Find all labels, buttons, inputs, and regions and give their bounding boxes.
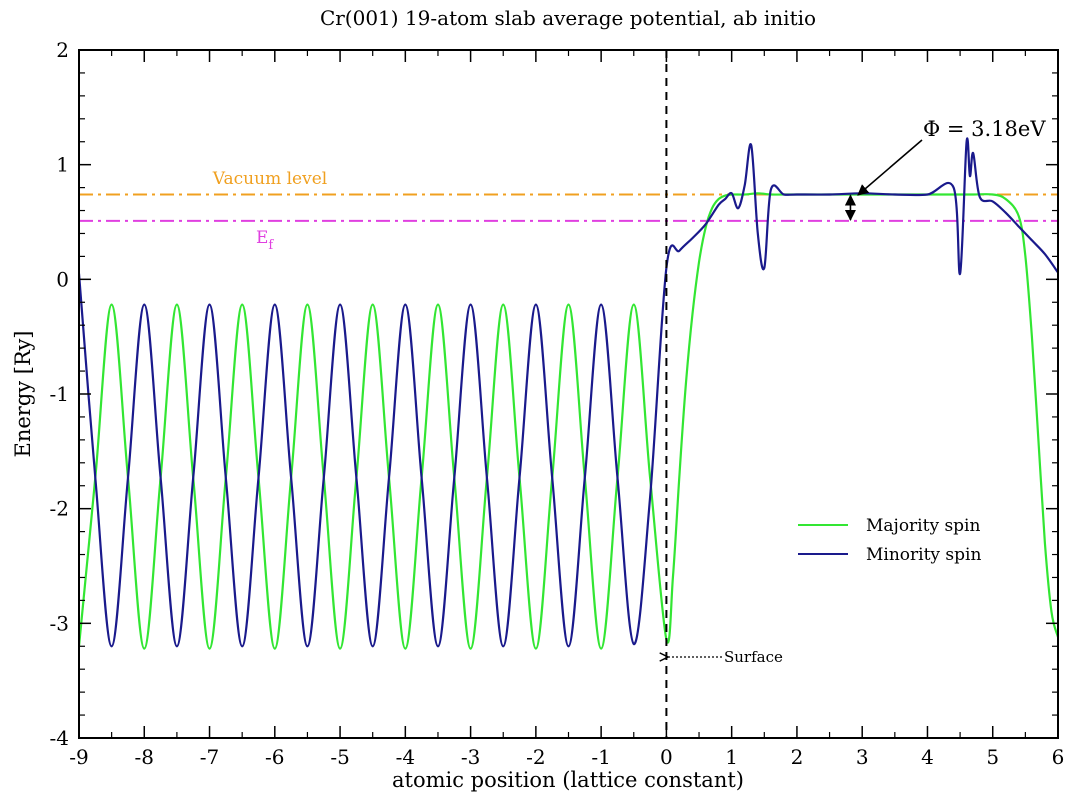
x-tick-label: -3	[461, 745, 480, 769]
majority-spin-line	[79, 192, 1058, 650]
vacuum-level-label: Vacuum level	[212, 169, 327, 189]
y-tick-label: 2	[56, 38, 69, 62]
legend-label-minority: Minority spin	[866, 545, 981, 565]
fermi-level-label-sub: f	[268, 238, 274, 253]
chart-title: Cr(001) 19-atom slab average potential, …	[320, 6, 816, 30]
y-tick-label: 0	[56, 267, 69, 291]
x-tick-label: 0	[660, 745, 673, 769]
y-tick-label: -2	[50, 497, 69, 521]
y-tick-label: -1	[50, 382, 69, 406]
x-tick-label: -1	[591, 745, 610, 769]
x-tick-label: 6	[1052, 745, 1065, 769]
surface-label: Surface	[724, 648, 783, 666]
work-function-label: Φ = 3.18eV	[923, 117, 1046, 141]
fermi-level-label-main: E	[256, 228, 268, 248]
x-tick-label: -4	[396, 745, 415, 769]
x-tick-label: -2	[526, 745, 545, 769]
x-tick-label: 5	[986, 745, 999, 769]
y-axis-label: Energy [Ry]	[11, 331, 35, 458]
x-tick-label: -9	[69, 745, 88, 769]
y-tick-label: -3	[50, 611, 69, 635]
x-tick-label: 1	[725, 745, 738, 769]
x-tick-label: 2	[791, 745, 804, 769]
work-function-arrow	[857, 139, 923, 196]
x-axis-label: atomic position (lattice constant)	[392, 768, 744, 792]
axes: -9 -8 -7 -6 -5 -4 -3 -2 -1 0 1 2 3 4 5 6 -4 -3 -2 -1 0 1 2	[50, 38, 1065, 769]
y-tick-label: -4	[50, 726, 69, 750]
y-tick-label: 1	[56, 153, 69, 177]
x-tick-label: -5	[330, 745, 349, 769]
x-tick-label: 3	[856, 745, 869, 769]
plot-area	[79, 137, 1058, 650]
legend-label-majority: Majority spin	[866, 516, 980, 536]
x-tick-label: 4	[921, 745, 934, 769]
plot-frame	[78, 49, 1059, 739]
x-tick-label: -8	[135, 745, 154, 769]
x-tick-label: -7	[200, 745, 219, 769]
minority-spin-line	[79, 137, 1058, 648]
fermi-level-label: Ef	[256, 228, 274, 253]
x-tick-label: -6	[265, 745, 284, 769]
legend: Majority spin Minority spin	[798, 516, 981, 565]
